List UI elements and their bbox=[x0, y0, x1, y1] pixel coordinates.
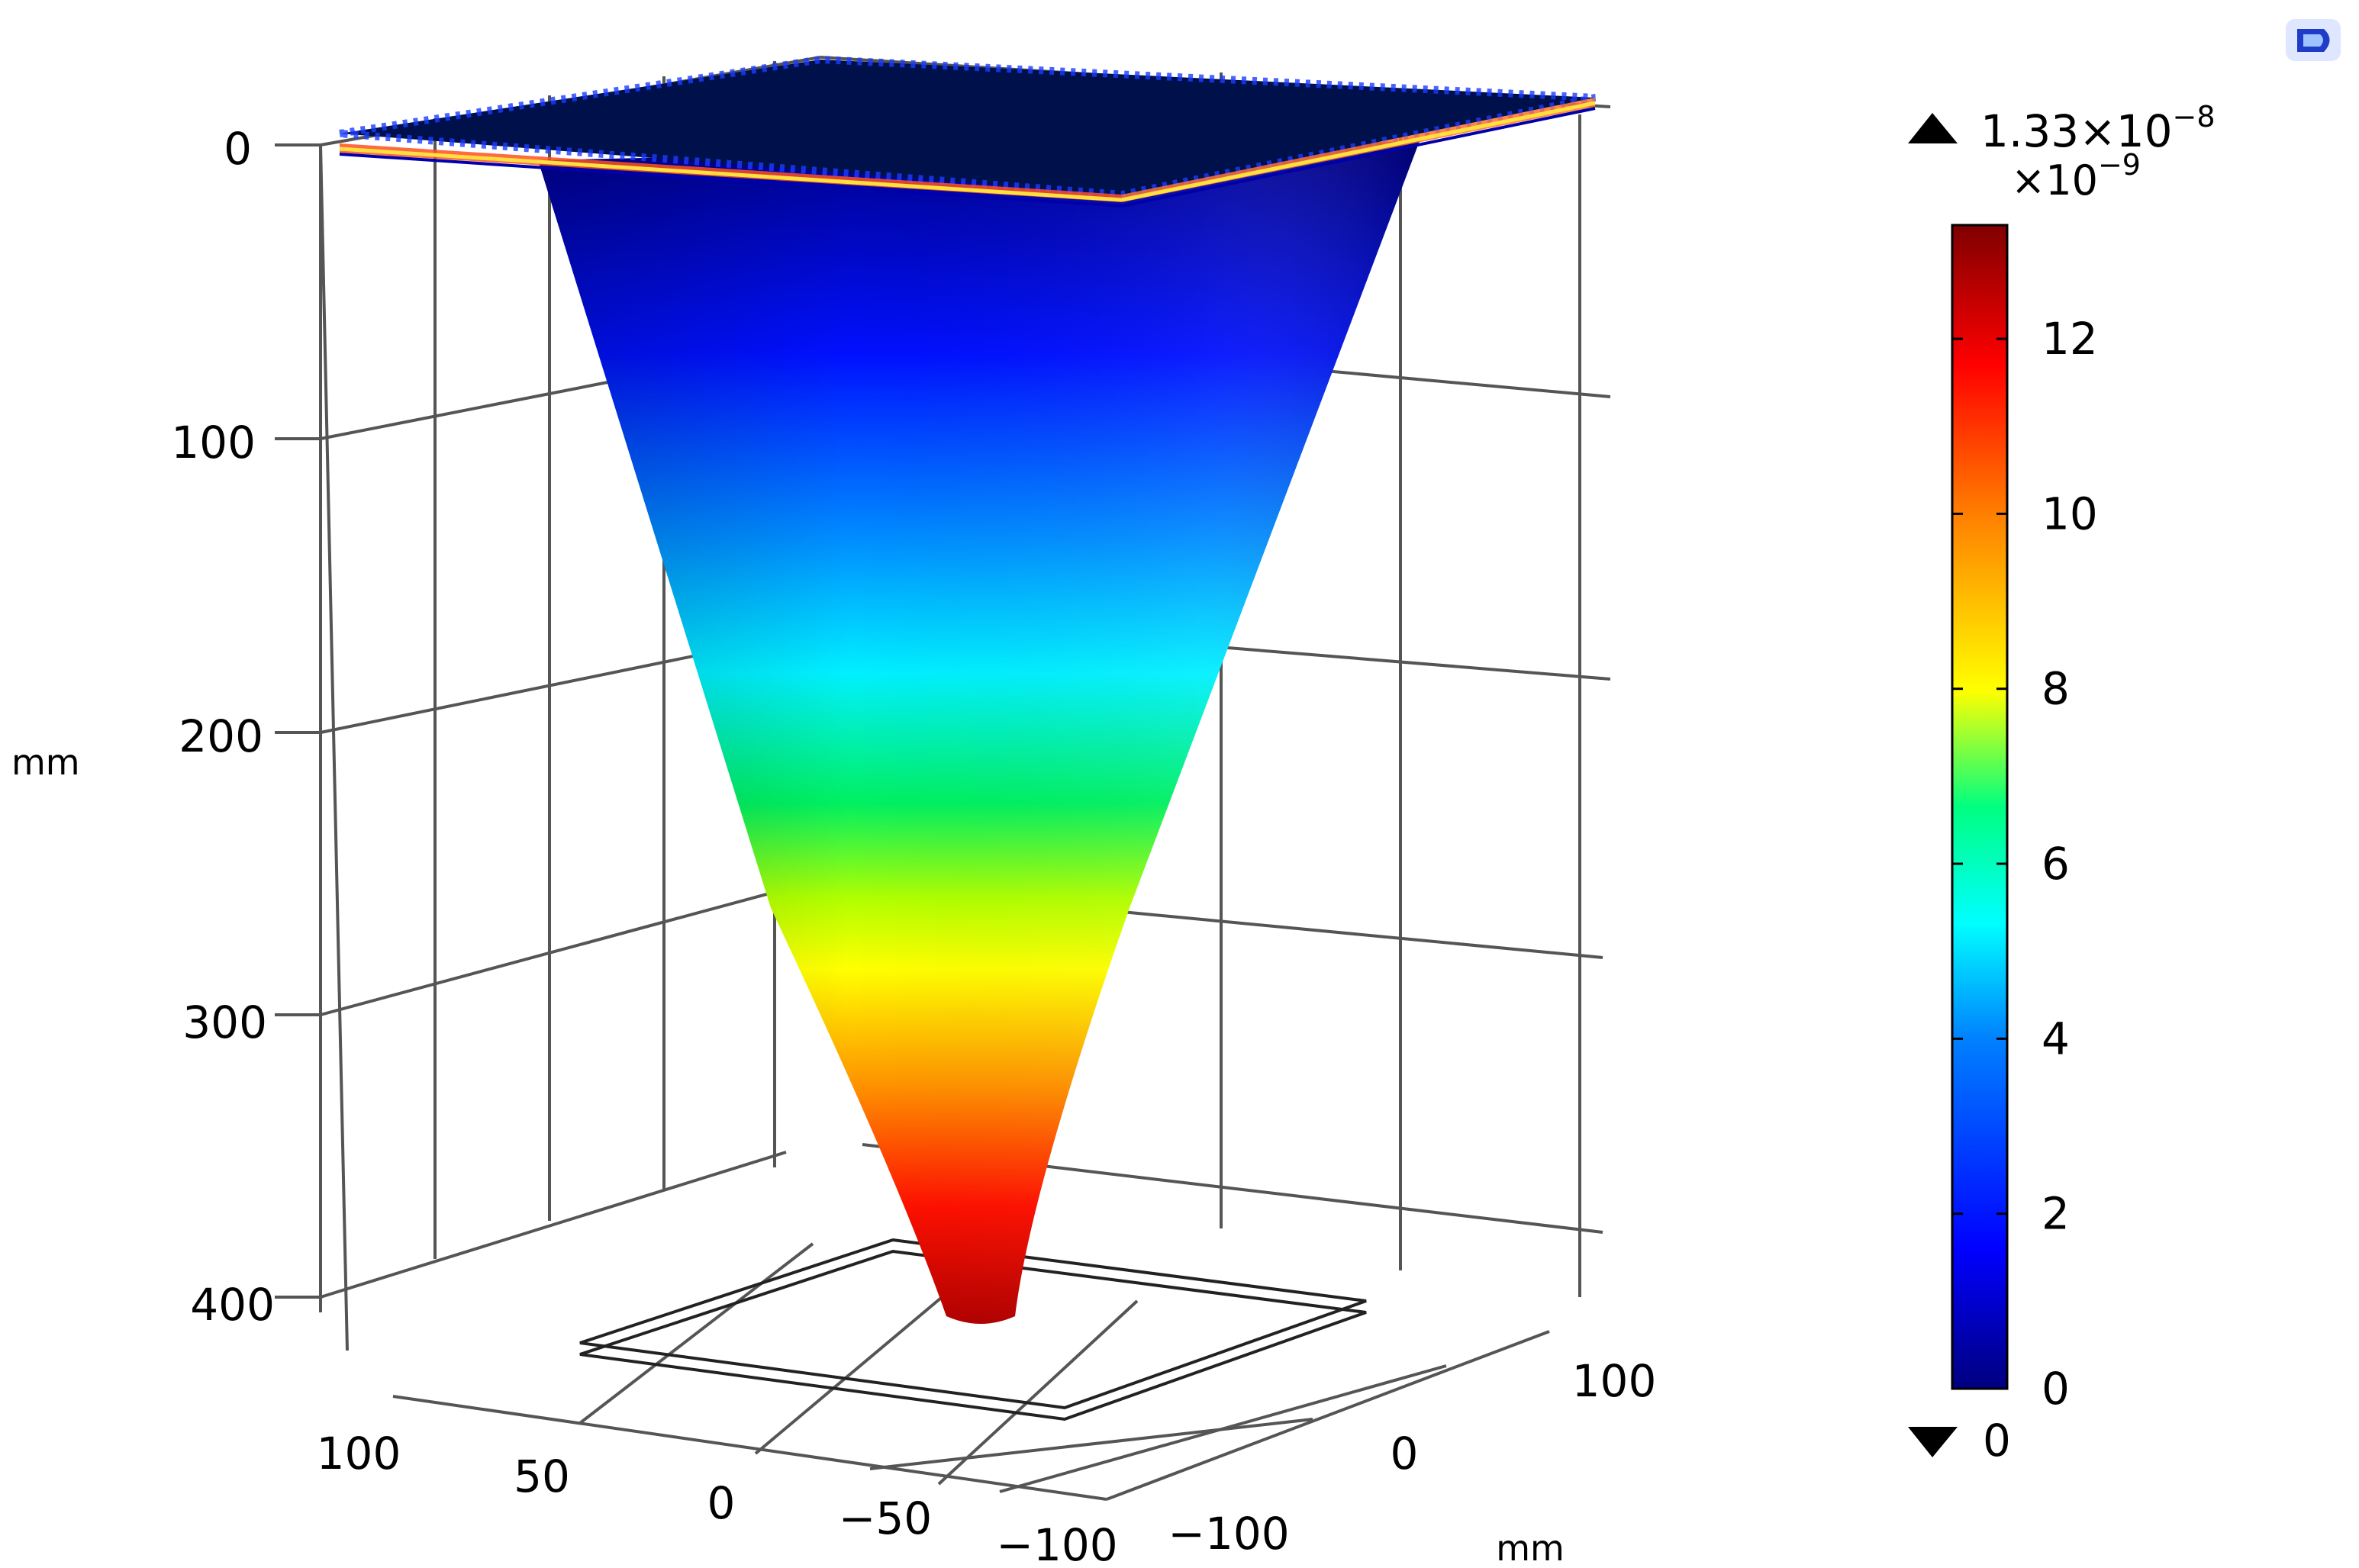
z-tick-label: 400 bbox=[190, 1279, 275, 1331]
z-tick-label: 200 bbox=[179, 710, 263, 762]
z-tick-label: 300 bbox=[182, 997, 267, 1048]
colorbar-tick-label: 4 bbox=[2042, 1013, 2070, 1064]
x-tick-label: −50 bbox=[839, 1492, 932, 1544]
y-tick-label: 0 bbox=[1391, 1428, 1419, 1479]
z-tick-label: 0 bbox=[224, 123, 252, 175]
colorbar-min-label: 0 bbox=[1983, 1415, 2011, 1467]
y-tick-label: 100 bbox=[1572, 1355, 1657, 1407]
floor-grid bbox=[392, 1242, 1550, 1501]
x-tick-label: 50 bbox=[514, 1450, 570, 1502]
colorbar-tick-label: 12 bbox=[2042, 313, 2098, 365]
top-plate bbox=[339, 55, 1597, 208]
y-tick-label: −100 bbox=[1168, 1508, 1289, 1560]
x-tick-label: −100 bbox=[996, 1519, 1117, 1568]
max-triangle-icon bbox=[1908, 113, 1958, 143]
x-tick-label: 100 bbox=[317, 1428, 401, 1479]
colorbar: 1.33×10−8 ×10−9 0 2 4 6 8 10 12 0 bbox=[1908, 100, 2216, 1467]
x-axis: 100 50 0 −50 −100 bbox=[317, 1428, 1118, 1568]
z-axis-unit: mm bbox=[11, 742, 80, 783]
cone-surface bbox=[538, 141, 1420, 1324]
colorbar-tick-label: 10 bbox=[2042, 488, 2098, 539]
y-axis: 100 0 −100 mm bbox=[1168, 1355, 1656, 1568]
colorbar-tick-label: 6 bbox=[2042, 838, 2070, 890]
z-axis: 0 100 200 300 400 mm bbox=[11, 123, 321, 1331]
min-triangle-icon bbox=[1908, 1427, 1958, 1457]
y-axis-unit: mm bbox=[1496, 1528, 1565, 1568]
colorbar-gradient bbox=[1951, 224, 2009, 1390]
colorbar-tick-label: 2 bbox=[2042, 1188, 2070, 1240]
app-logo-icon bbox=[2286, 19, 2341, 61]
x-tick-label: 0 bbox=[707, 1477, 736, 1529]
floor-slab bbox=[579, 1238, 1367, 1422]
colorbar-max-label: 1.33×10−8 bbox=[1980, 100, 2216, 157]
z-tick-label: 100 bbox=[171, 417, 256, 468]
colorbar-multiplier: ×10−9 bbox=[2011, 148, 2141, 204]
front-left-edge bbox=[319, 144, 349, 1351]
colorbar-tick-label: 0 bbox=[2042, 1363, 2070, 1415]
colorbar-ticks: 0 2 4 6 8 10 12 bbox=[1952, 313, 2098, 1415]
colorbar-tick-label: 8 bbox=[2042, 663, 2070, 715]
